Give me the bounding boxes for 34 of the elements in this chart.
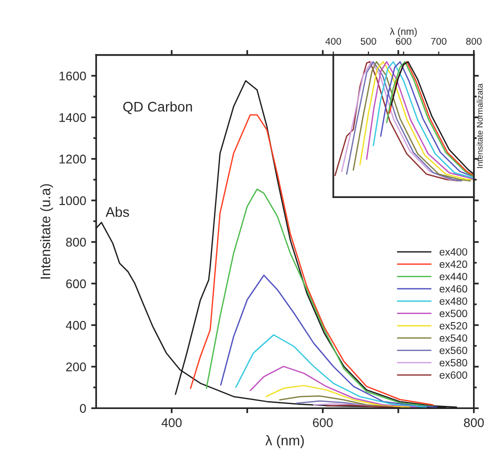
x-tick-label: 400: [162, 418, 182, 428]
legend-label: ex600: [440, 371, 468, 379]
x-axis-title: λ (nm): [390, 28, 417, 37]
y-tick-label: 200: [66, 362, 86, 372]
legend-label: ex480: [440, 297, 468, 305]
x-axis-title: λ (nm): [265, 435, 304, 448]
y-tick-label: 1600: [60, 72, 86, 80]
legend-label: ex420: [440, 260, 468, 268]
y-tick-label: 800: [66, 238, 86, 247]
x-tick-label: 800: [464, 418, 484, 428]
legend-label: ex540: [440, 334, 468, 342]
annotation: Abs: [106, 206, 130, 217]
y-tick-label: 600: [66, 279, 86, 288]
legend-label: ex580: [440, 359, 468, 366]
x-tick-label: 800: [466, 38, 482, 45]
legend-label: ex500: [440, 310, 468, 318]
y-tick-label: 0: [80, 404, 86, 413]
legend-label: ex440: [440, 272, 468, 280]
x-tick-label: 500: [360, 38, 376, 45]
legend-label: ex400: [440, 248, 468, 256]
y-tick-label: 1000: [60, 196, 86, 206]
x-tick-label: 600: [396, 38, 412, 45]
y-tick-label: 1200: [60, 154, 86, 164]
legend-label: ex560: [440, 346, 468, 354]
y-tick-label: 1400: [60, 113, 86, 122]
x-tick-label: 700: [431, 38, 446, 45]
y-axis-title: Intensitate Normalizata: [476, 83, 483, 168]
legend-label: ex460: [440, 285, 468, 293]
y-axis-title: Intensitate (u.a): [40, 184, 54, 279]
annotation: QD Carbon: [123, 101, 192, 114]
legend-label: ex520: [440, 322, 468, 330]
x-tick-label: 600: [312, 418, 333, 428]
y-tick-label: 400: [66, 320, 86, 330]
x-tick-label: 400: [325, 38, 342, 45]
